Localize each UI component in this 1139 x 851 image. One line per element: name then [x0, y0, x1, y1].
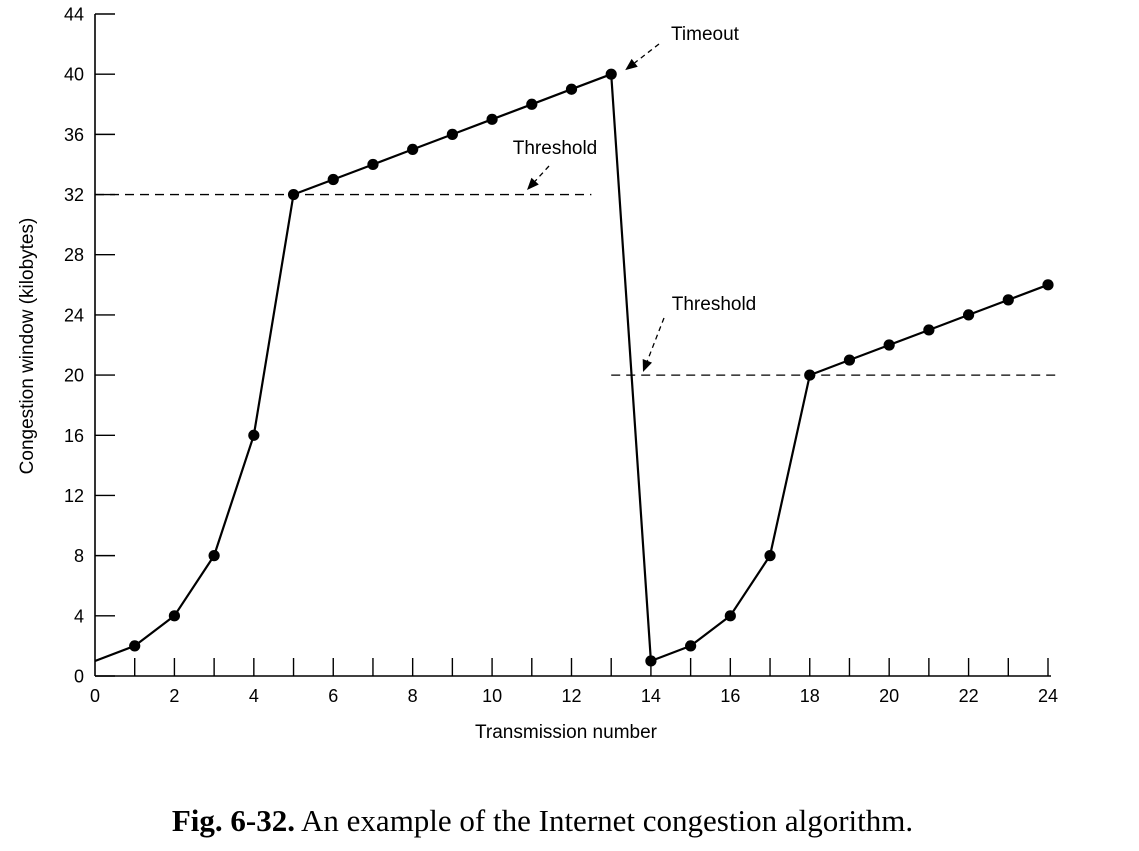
timeout-arrow	[625, 43, 660, 71]
timeout-label: Timeout	[671, 24, 740, 45]
data-point	[327, 173, 339, 186]
threshold-label: Threshold	[672, 294, 757, 315]
data-point	[287, 188, 300, 201]
y-tick-label: 32	[64, 185, 84, 205]
data-point	[526, 98, 538, 110]
x-tick-label: 2	[169, 686, 179, 706]
annotations: Timeout	[625, 24, 740, 71]
data-point	[407, 143, 419, 156]
y-axis-title: Congestion window (kilobytes)	[17, 218, 38, 475]
y-tick-label: 20	[64, 366, 84, 386]
data-point	[883, 339, 895, 351]
threshold-arrow	[642, 317, 665, 372]
x-tick-label: 0	[90, 686, 100, 706]
y-tick-label: 0	[74, 667, 84, 687]
y-tick-label: 44	[64, 5, 84, 25]
threshold-arrow	[527, 165, 550, 190]
data-point	[923, 324, 935, 336]
data-point	[1002, 294, 1014, 306]
data-point	[168, 610, 181, 622]
data-point	[367, 158, 379, 171]
x-tick-label: 24	[1038, 686, 1058, 706]
x-tick-label: 6	[328, 686, 338, 706]
data-point	[724, 610, 736, 622]
x-axis-title: Transmission number	[475, 722, 658, 743]
y-tick-label: 12	[64, 486, 84, 506]
x-tick-label: 4	[249, 686, 259, 706]
x-tick-label: 16	[720, 686, 740, 706]
data-point	[843, 354, 856, 366]
data-point	[446, 128, 458, 140]
figure-caption: Fig. 6-32. An example of the Internet co…	[0, 803, 1085, 839]
y-tick-label: 16	[64, 426, 84, 446]
x-tick-label: 10	[482, 686, 502, 706]
x-tick-label: 20	[879, 686, 899, 706]
x-tick-label: 8	[408, 686, 418, 706]
congestion-window-line	[94, 73, 1049, 663]
data-point	[565, 83, 578, 95]
x-tick-label: 12	[561, 686, 581, 706]
data-point	[764, 550, 776, 562]
x-tick-label: 14	[641, 686, 661, 706]
y-tick-label: 8	[74, 546, 84, 566]
threshold-lines: Threshold Threshold	[95, 138, 1060, 376]
y-tick-label: 28	[64, 245, 84, 265]
data-point	[129, 640, 141, 652]
threshold-label: Threshold	[513, 138, 598, 159]
data-point	[486, 113, 498, 125]
data-point	[962, 309, 975, 321]
data-point	[248, 429, 260, 441]
caption-text: An example of the Internet congestion al…	[295, 803, 914, 838]
data-point	[804, 369, 816, 381]
data-point	[645, 655, 657, 667]
data-point	[1042, 279, 1054, 291]
y-tick-label: 24	[64, 305, 84, 325]
figure-number: Fig. 6-32.	[171, 803, 295, 838]
y-tick-label: 36	[64, 125, 84, 145]
x-tick-label: 18	[800, 686, 820, 706]
data-point	[605, 68, 617, 80]
y-tick-label: 4	[74, 606, 84, 626]
y-tick-label: 40	[64, 65, 84, 85]
data-point	[685, 640, 697, 652]
data-series	[94, 68, 1054, 667]
data-point	[208, 550, 220, 562]
x-tick-label: 22	[959, 686, 979, 706]
